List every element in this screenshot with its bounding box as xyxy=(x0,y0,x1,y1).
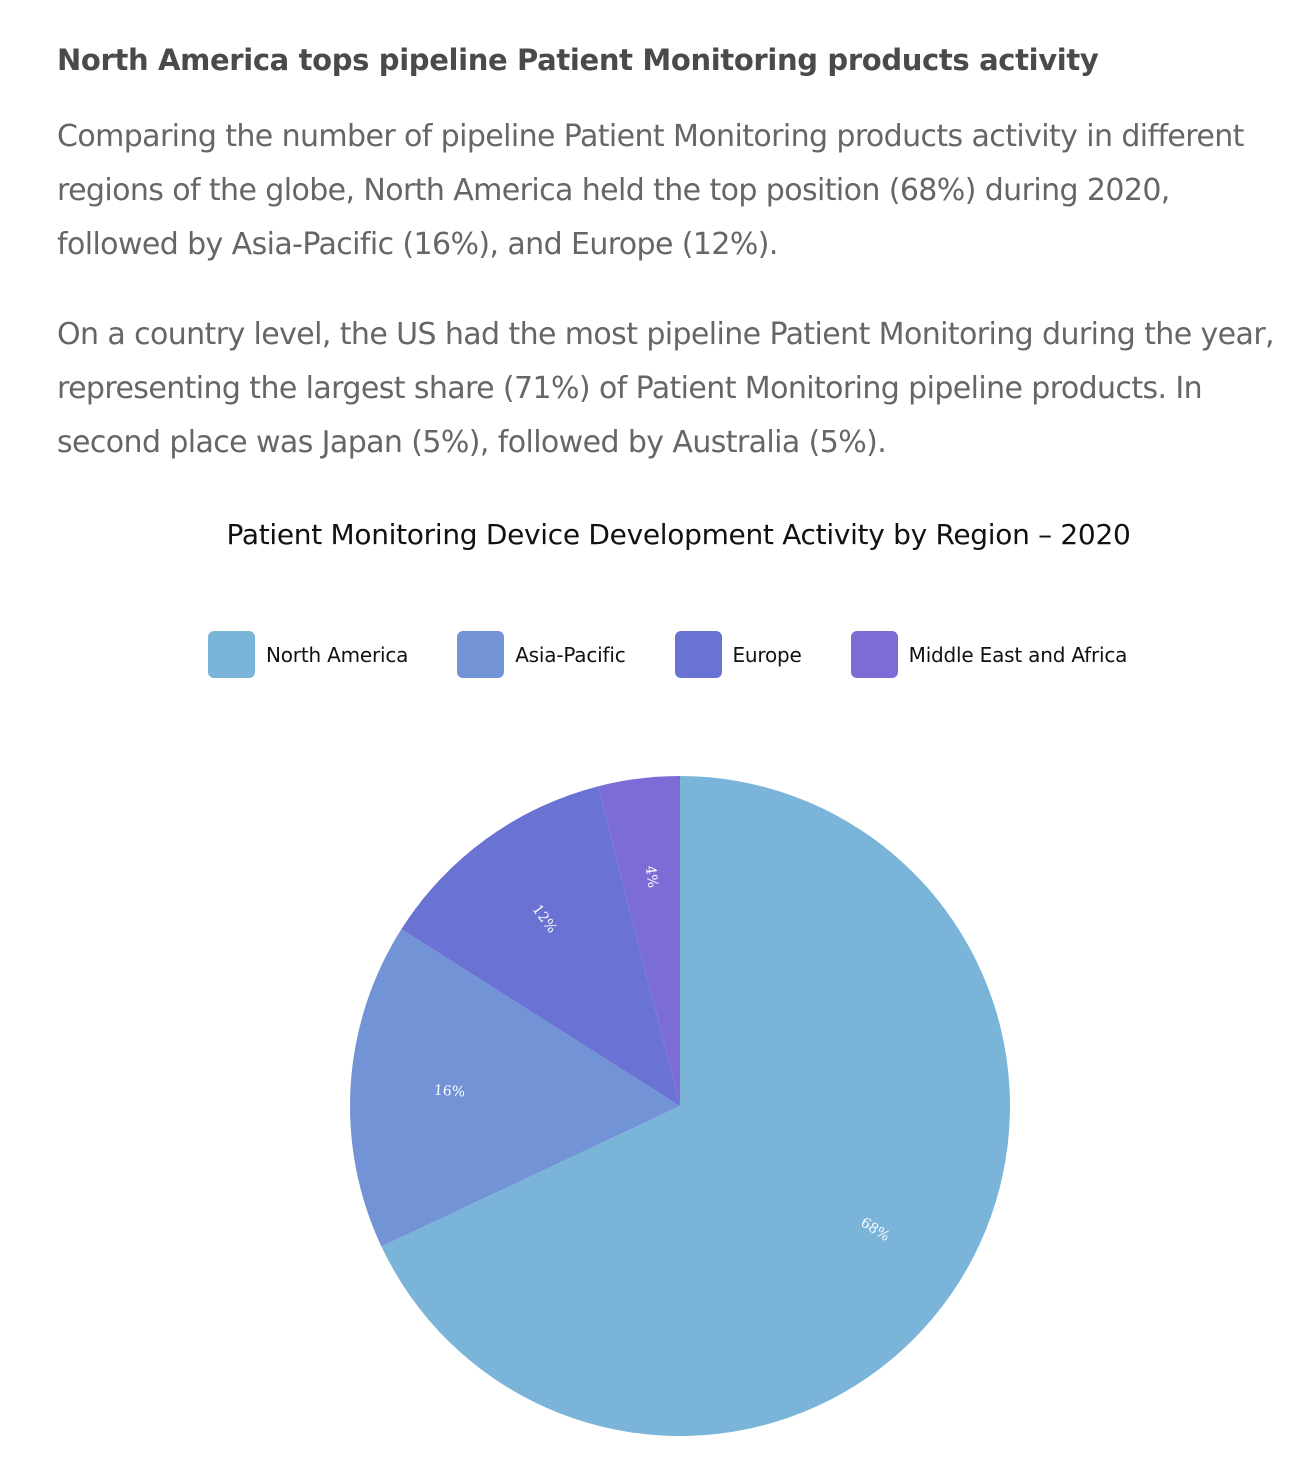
legend-label: Middle East and Africa xyxy=(908,642,1128,667)
legend-item-north-america[interactable]: North America xyxy=(208,631,408,678)
pie-slice-middle-east-and-africa[interactable] xyxy=(597,776,680,1106)
legend-item-asia-pacific[interactable]: Asia-Pacific xyxy=(457,631,626,678)
article: North America tops pipeline Patient Moni… xyxy=(57,36,1297,470)
pie-slice-asia-pacific[interactable] xyxy=(350,929,680,1247)
pie-slice-label: 4% xyxy=(642,865,661,889)
legend-swatch xyxy=(208,631,255,678)
legend-label: Europe xyxy=(732,642,802,667)
chart-legend: North America Asia-Pacific Europe Middle Ea… xyxy=(208,630,1127,679)
legend-label: Asia-Pacific xyxy=(515,642,626,667)
legend-item-europe[interactable]: Europe xyxy=(674,631,802,678)
legend-swatch xyxy=(674,631,722,678)
chart-title: Patient Monitoring Device Development Ac… xyxy=(226,518,1131,551)
legend-swatch xyxy=(457,631,505,678)
legend-item-middle-east-and-africa[interactable]: Middle East and Africa xyxy=(850,631,1128,678)
pie-slice-europe[interactable] xyxy=(401,786,680,1106)
article-paragraph: Comparing the number of pipeline Patient… xyxy=(57,119,1244,262)
article-paragraph: On a country level, the US had the most … xyxy=(57,317,1275,460)
legend-label: North America xyxy=(266,642,409,667)
article-headline: North America tops pipeline Patient Moni… xyxy=(57,43,1099,77)
legend-swatch xyxy=(850,631,898,678)
pie-slice-north-america[interactable] xyxy=(381,776,1011,1436)
pie-slice-label: 16% xyxy=(433,1083,465,1101)
